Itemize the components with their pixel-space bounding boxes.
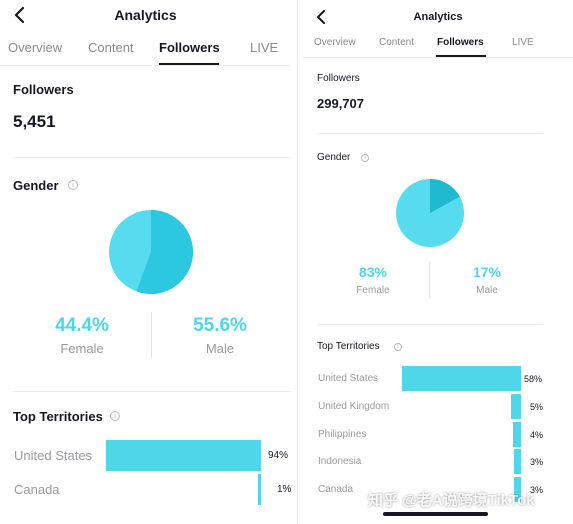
top-territories-label: Top Territories [13,409,103,424]
pie-slice-male [430,179,460,213]
section-divider [13,157,291,158]
territory-bar [258,474,261,505]
territory-percentage: 3% [530,457,544,467]
info-icon[interactable]: i [361,154,369,162]
info-icon[interactable]: i [394,343,402,351]
territory-percentage: 3% [530,485,544,495]
territory-name: Canada [318,484,354,495]
female-percentage: 83% [358,264,388,280]
followers-count: 5,451 [13,112,56,131]
tab-content[interactable]: Content [379,37,415,48]
tab-live[interactable]: LIVE [512,37,534,48]
right-analytics-screen: Analytics Overview Content Followers LIV… [303,0,573,524]
male-percentage: 55.6% [193,315,247,336]
tab-followers[interactable]: Followers [437,37,484,48]
page-title: Analytics [413,11,463,23]
male-percentage: 17% [472,264,502,280]
followers-label: Followers [13,82,74,97]
gender-pie-chart [396,179,464,247]
territory-bar [514,477,521,502]
territory-bar [513,422,521,447]
back-button[interactable] [314,9,330,25]
page-title: Analytics [114,7,177,23]
male-label: Male [476,285,498,296]
tab-content[interactable]: Content [88,40,134,55]
active-tab-indicator [159,63,219,65]
female-label: Female [60,341,104,356]
section-divider [13,391,291,392]
tab-live[interactable]: LIVE [250,40,279,55]
tab-overview[interactable]: Overview [8,40,63,55]
section-divider [317,324,543,325]
home-indicator [383,512,488,516]
territory-percentage: 94% [268,450,289,461]
gender-label: Gender [317,152,351,163]
territory-name: Canada [14,482,60,497]
gender-label: Gender [13,178,59,193]
territory-name: United States [14,448,93,463]
followers-count: 299,707 [317,96,364,111]
female-percentage: 44.4% [55,315,109,336]
territory-bar [511,394,521,419]
male-label: Male [205,341,235,356]
territory-name: United States [318,373,379,384]
info-icon[interactable]: i [110,411,120,421]
section-divider [317,133,543,134]
source-watermark: 知乎 @老A说跨境TikTok [368,492,535,509]
tab-divider [0,65,291,66]
tab-divider [303,57,573,58]
left-analytics-screen: Analytics Overview Content Followers LIV… [0,6,291,505]
chevron-left-icon [317,10,325,24]
territory-percentage: 1% [277,484,291,495]
active-tab-indicator [436,55,486,57]
tab-overview[interactable]: Overview [314,37,356,48]
gender-separator [429,262,430,298]
female-label: Female [356,285,390,296]
territory-percentage: 58% [524,374,543,384]
gender-pie-chart [109,210,193,294]
territory-bar [402,366,521,391]
territory-bar [106,440,261,471]
territory-bar [514,449,521,474]
tab-bar: Overview Content Followers LIVE [303,37,573,57]
back-button[interactable] [10,6,30,24]
chevron-left-icon [14,6,25,24]
territory-percentage: 5% [530,402,544,412]
pie-slice-male [136,210,193,294]
panel-divider [297,0,298,524]
tab-bar: Overview Content Followers LIVE [0,40,291,66]
territory-name: Philippines [318,429,367,440]
tab-followers[interactable]: Followers [159,40,220,55]
followers-label: Followers [317,73,360,84]
territory-percentage: 4% [530,430,544,440]
gender-separator [151,312,152,358]
territory-name: United Kingdom [318,401,390,412]
info-icon[interactable]: i [68,180,78,190]
territory-name: Indonesia [318,456,362,467]
top-territories-label: Top Territories [317,341,380,352]
